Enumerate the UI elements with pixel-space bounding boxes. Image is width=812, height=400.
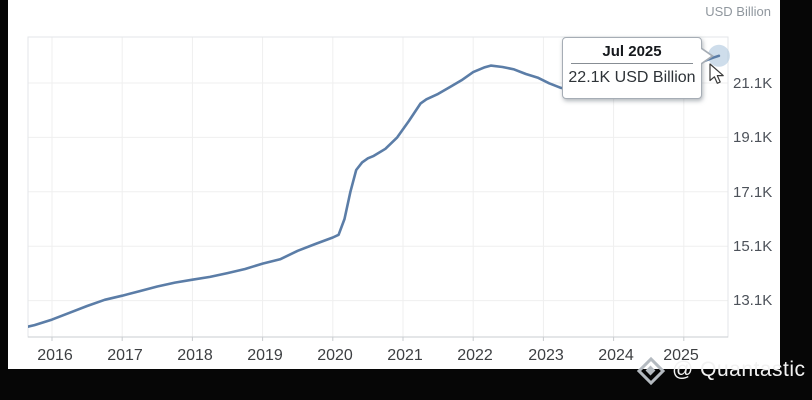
- y-axis-label: 15.1K: [733, 238, 773, 255]
- x-axis-label: 2016: [37, 347, 73, 364]
- unit-label: USD Billion: [705, 4, 771, 19]
- quantastic-diamond-logo-icon: [634, 354, 666, 386]
- tooltip: Jul 2025 22.1K USD Billion: [562, 37, 714, 99]
- mouse-cursor-icon: [709, 63, 724, 84]
- x-axis-label: 2018: [177, 347, 213, 364]
- letterbox-right: [780, 0, 812, 400]
- x-axis-label: 2022: [457, 347, 493, 364]
- x-axis-label: 2020: [317, 347, 353, 364]
- tooltip-title: Jul 2025: [602, 43, 662, 60]
- letterbox-left: [0, 0, 8, 400]
- y-axis-label: 19.1K: [733, 129, 773, 146]
- y-axis-label: 17.1K: [733, 184, 773, 201]
- tooltip-callout-arrow-fill: [701, 49, 711, 63]
- x-axis-label: 2023: [528, 347, 564, 364]
- tooltip-divider: [571, 63, 693, 64]
- x-axis-label: 2019: [247, 347, 283, 364]
- x-axis-label: 2024: [598, 347, 634, 364]
- x-axis-ticks: [51, 337, 685, 341]
- x-axis-label: 2021: [387, 347, 423, 364]
- letterbox-bottom: [0, 369, 812, 400]
- y-axis-label: 21.1K: [733, 75, 773, 92]
- x-axis-label: 2017: [107, 347, 143, 364]
- watermark-text: @ Quantastic: [672, 358, 806, 381]
- y-axis-label: 13.1K: [733, 292, 773, 309]
- tooltip-value: 22.1K USD Billion: [568, 69, 696, 86]
- horizontal-gridlines: [28, 82, 728, 302]
- x-axis-label: 2025: [663, 347, 699, 364]
- watermark: @ Quantastic: [634, 354, 806, 386]
